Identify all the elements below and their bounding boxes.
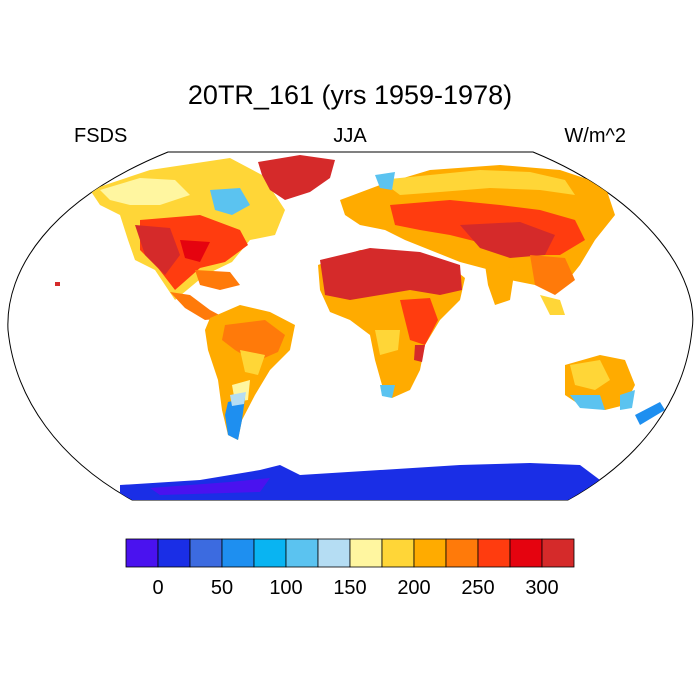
colorbar-tick-label: 250 <box>461 577 494 599</box>
colorbar-swatch <box>253 538 287 568</box>
colorbar-swatch <box>541 538 575 568</box>
greenland <box>258 155 335 200</box>
colorbar-swatch <box>477 538 511 568</box>
colorbar-swatch <box>221 538 255 568</box>
colorbar-swatch <box>189 538 223 568</box>
eurasia <box>340 165 615 315</box>
africa <box>318 248 465 398</box>
colorbar-tick-label: 150 <box>333 577 366 599</box>
colorbar-swatch <box>381 538 415 568</box>
south-america <box>205 305 295 440</box>
colorbar-tick-label: 300 <box>525 577 558 599</box>
colorbar-swatch <box>445 538 479 568</box>
australia <box>565 355 665 425</box>
plot-title: 20TR_161 (yrs 1959-1978) <box>187 80 513 110</box>
variable-label: FSDS <box>74 125 128 147</box>
colorbar-swatch <box>125 538 159 568</box>
colorbar-swatch <box>317 538 351 568</box>
colorbar-swatch <box>413 538 447 568</box>
colorbar-swatch <box>157 538 191 568</box>
colorbar-tick-label: 100 <box>269 577 302 599</box>
antarctica <box>120 463 600 500</box>
colorbar-tick-label: 200 <box>397 577 430 599</box>
colorbar-tick-label: 50 <box>211 577 233 599</box>
north-america <box>55 158 285 320</box>
units-label: W/m^2 <box>564 125 626 147</box>
colorbar-swatch <box>509 538 543 568</box>
colorbar-swatch <box>349 538 383 568</box>
colorbar-tick-label: 0 <box>152 577 163 599</box>
colorbar-swatch <box>285 538 319 568</box>
season-label: JJA <box>333 125 367 147</box>
